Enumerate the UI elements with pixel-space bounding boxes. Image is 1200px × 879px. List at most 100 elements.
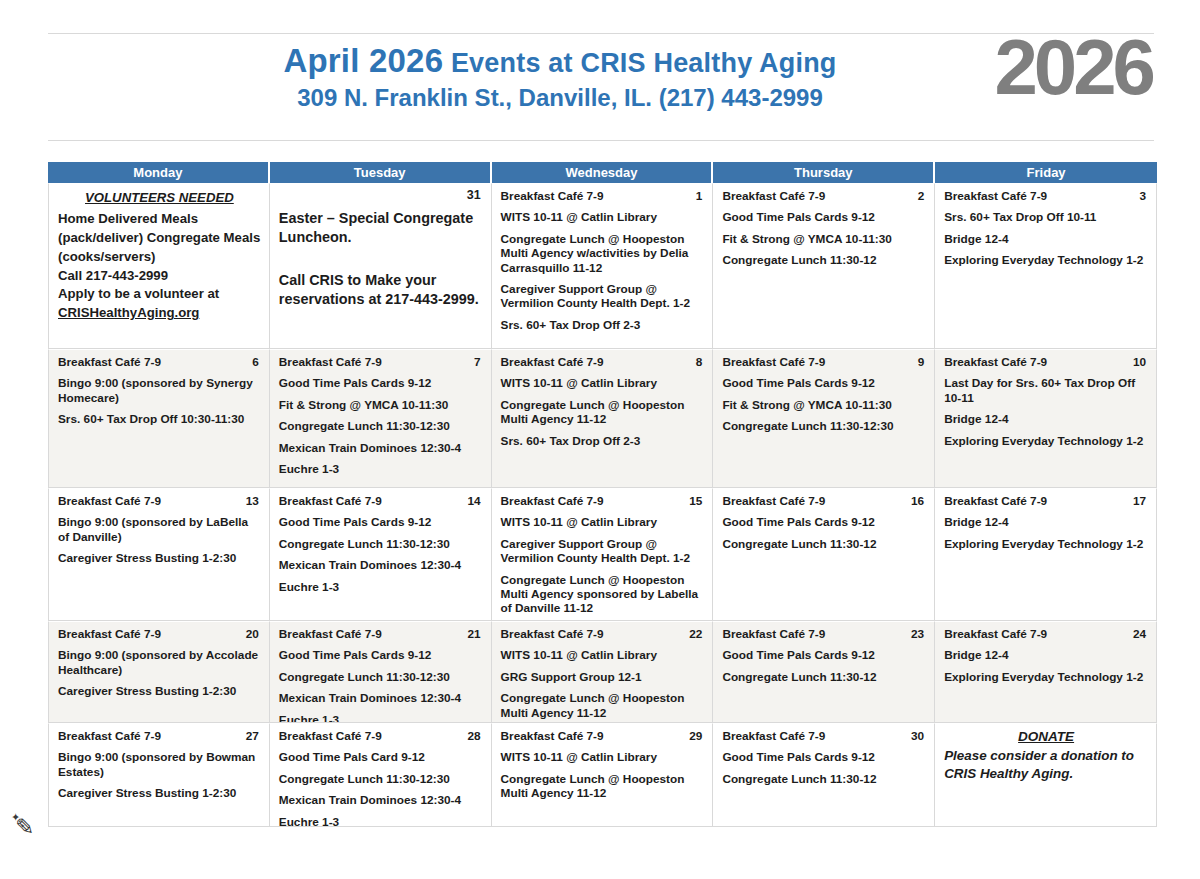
calendar-cell: Breakfast Café 7-913Bingo 9:00 (sponsore… <box>48 488 270 621</box>
calendar-cell: Breakfast Café 7-928Good Time Pals Card … <box>270 723 492 827</box>
event-label: WITS 10-11 @ Catlin Library <box>501 648 705 662</box>
day-number: 3 <box>1139 189 1148 203</box>
event-label: Fit & Strong @ YMCA 10-11:30 <box>722 232 926 246</box>
event-label: Euchre 1-3 <box>279 580 483 594</box>
event-label: Fit & Strong @ YMCA 10-11:30 <box>722 398 926 412</box>
event-row: Breakfast Café 7-924 <box>944 627 1148 641</box>
day-number: 29 <box>689 729 704 743</box>
event-label: Congregate Lunch 11:30-12:30 <box>279 537 483 551</box>
event-label: Breakfast Café 7-9 <box>279 355 382 369</box>
event-label: Fit & Strong @ YMCA 10-11:30 <box>279 398 483 412</box>
event-label: GRG Support Group 12-1 <box>501 670 705 684</box>
event-label: Breakfast Café 7-9 <box>279 494 382 508</box>
title-address: 309 N. Franklin St., Danville, IL. (217)… <box>150 84 970 112</box>
calendar-cell: Breakfast Café 7-922 WITS 10-11 @ Catlin … <box>492 621 714 723</box>
day-number: 16 <box>911 494 926 508</box>
event-row: Breakfast Café 7-916 <box>722 494 926 508</box>
event-label: Bingo 9:00 (sponsored by Bowman Estates) <box>58 750 261 779</box>
day-number: 22 <box>689 627 704 641</box>
pen-icon: ✎ <box>15 816 34 839</box>
calendar-cell: Breakfast Café 7-924 Bridge 12-4 Exploring… <box>935 621 1157 723</box>
calendar-cell: Breakfast Café 7-921Good Time Pals Cards… <box>270 621 492 723</box>
event-row: Breakfast Café 7-9 23 <box>722 627 926 641</box>
event-label: Breakfast Café 7-9 <box>501 729 604 743</box>
notice-link[interactable]: CRISHealthyAging.org <box>58 304 261 323</box>
event-label: Breakfast Café 7-9 <box>58 355 161 369</box>
notice-line: Home Delivered Meals (pack/deliver) Cong… <box>58 210 261 267</box>
donate-text: Please consider a donation to CRIS Healt… <box>944 747 1148 783</box>
announcement-text: Call CRIS to Make your reservations at 2… <box>279 271 483 309</box>
event-row: Breakfast Café 7-910 <box>944 355 1148 369</box>
event-label: Breakfast Café 7-9 <box>722 189 825 203</box>
calendar-cell: VOLUNTEERS NEEDEDHome Delivered Meals (p… <box>48 183 270 349</box>
day-number: 7 <box>474 355 483 369</box>
event-label: Congregate Lunch 11:30-12 <box>722 670 926 684</box>
day-number: 10 <box>1133 355 1148 369</box>
day-number: 9 <box>918 355 927 369</box>
calendar-cell: Breakfast Café 7-93Srs. 60+ Tax Drop Off… <box>935 183 1157 349</box>
top-divider <box>48 33 1154 34</box>
event-label: Breakfast Café 7-9 <box>944 627 1047 641</box>
event-label: Exploring Everyday Technology 1-2 <box>944 670 1148 684</box>
event-label: Congregate Lunch @ Hoopeston Multi Agenc… <box>501 691 705 720</box>
event-label: Exploring Everyday Technology 1-2 <box>944 253 1148 267</box>
day-number: 21 <box>467 627 482 641</box>
event-label: Exploring Everyday Technology 1-2 <box>944 537 1148 551</box>
event-label: Caregiver Stress Busting 1-2:30 <box>58 684 261 698</box>
day-number: 27 <box>246 729 261 743</box>
event-label: Bingo 9:00 (sponsored by LaBella of Danv… <box>58 515 261 544</box>
calendar-grid: MondayTuesdayWednesdayThursdayFridayVOLU… <box>48 162 1157 827</box>
event-label: Breakfast Café 7-9 <box>279 729 382 743</box>
calendar-cell: Breakfast Café 7-916Good Time Pals Cards… <box>713 488 935 621</box>
title-month-year: April 2026 <box>283 42 443 79</box>
event-row: Breakfast Café 7-922 <box>501 627 705 641</box>
event-label: WITS 10-11 @ Catlin Library <box>501 750 705 764</box>
event-row: Breakfast Café 7-930 <box>722 729 926 743</box>
event-row: Breakfast Café 7-9 1 <box>501 189 705 203</box>
event-label: Breakfast Café 7-9 <box>58 494 161 508</box>
event-label: Breakfast Café 7-9 <box>722 355 825 369</box>
title-line1: April 2026 Events at CRIS Healthy Aging <box>150 42 970 80</box>
day-number: 2 <box>918 189 927 203</box>
day-header-thursday: Thursday <box>713 162 935 183</box>
year-watermark: 2026 <box>994 28 1152 106</box>
event-label: Congregate Lunch @ Hoopeston Multi Agenc… <box>501 398 705 427</box>
event-label: Congregate Lunch 11:30-12 <box>722 772 926 786</box>
event-label: Good Time Pals Cards 9-12 <box>722 750 926 764</box>
event-label: Caregiver Stress Busting 1-2:30 <box>58 551 261 565</box>
day-number: 1 <box>696 189 705 203</box>
event-label: Srs. 60+ Tax Drop Off 10:30-11:30 <box>58 412 261 426</box>
event-label: Euchre 1-3 <box>279 713 483 723</box>
event-label: Breakfast Café 7-9 <box>722 729 825 743</box>
pen-sparkle-icon[interactable]: ✦ ✦ ✎ <box>11 812 43 848</box>
event-label: Srs. 60+ Tax Drop Off 2-3 <box>501 318 705 332</box>
event-label: Bingo 9:00 (sponsored by Synergy Homecar… <box>58 376 261 405</box>
event-label: Bridge 12-4 <box>944 648 1148 662</box>
event-label: Srs. 60+ Tax Drop Off 10-11 <box>944 210 1148 224</box>
day-number: 15 <box>689 494 704 508</box>
event-label: Euchre 1-3 <box>279 815 483 827</box>
page-title: April 2026 Events at CRIS Healthy Aging … <box>150 42 970 112</box>
event-label: Breakfast Café 7-9 <box>501 189 604 203</box>
event-label: Breakfast Café 7-9 <box>58 729 161 743</box>
day-number: 23 <box>911 627 926 641</box>
event-label: Mexican Train Dominoes 12:30-4 <box>279 691 483 705</box>
day-header-tuesday: Tuesday <box>270 162 492 183</box>
event-label: Breakfast Café 7-9 <box>722 627 825 641</box>
event-row: Breakfast Café 7-9 21 <box>279 627 483 641</box>
event-label: Good Time Pals Cards 9-12 <box>722 648 926 662</box>
calendar-cell: Breakfast Café 7-98WITS 10-11 @ Catlin L… <box>492 349 714 488</box>
calendar-cell: Breakfast Café 7-9 23 Good Time Pals Cards… <box>713 621 935 723</box>
event-label: Exploring Everyday Technology 1-2 <box>944 434 1148 448</box>
calendar-cell: Breakfast Café 7-915WITS 10-11 @ Catlin … <box>492 488 714 621</box>
event-label: Congregate Lunch 11:30-12:30 <box>279 772 483 786</box>
event-label: Good Time Pals Cards 9-12 <box>279 376 483 390</box>
event-row: Breakfast Café 7-98 <box>501 355 705 369</box>
event-label: Breakfast Café 7-9 <box>279 627 382 641</box>
event-label: Last Day for Srs. 60+ Tax Drop Off 10-11 <box>944 376 1148 405</box>
event-label: Bridge 12-4 <box>944 412 1148 426</box>
announcement-text: Easter – Special Congregate Luncheon. <box>279 209 483 247</box>
day-number: 17 <box>1133 494 1148 508</box>
event-label: Caregiver Stress Busting 1-2:30 <box>58 786 261 800</box>
event-label: Congregate Lunch @ Hoopeston Multi Agenc… <box>501 573 705 616</box>
